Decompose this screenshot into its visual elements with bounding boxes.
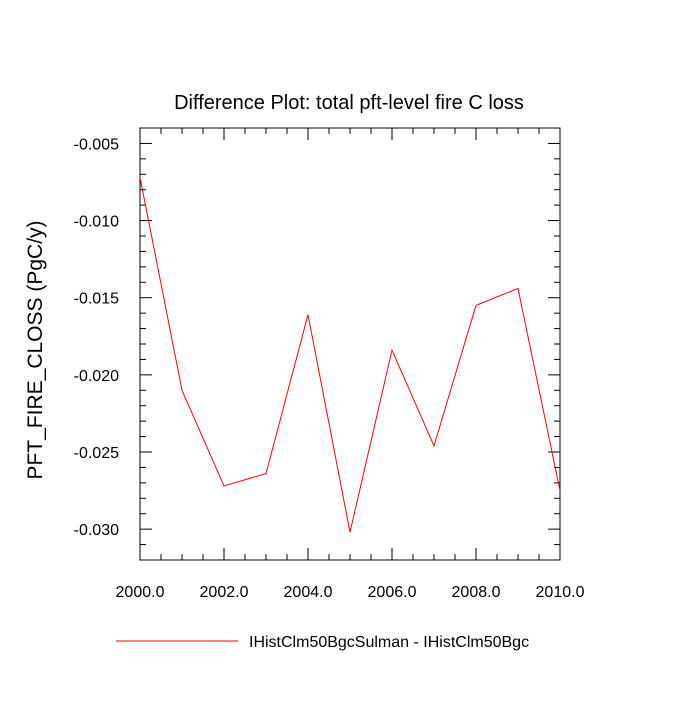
x-tick-label: 2000.0 xyxy=(116,584,165,601)
y-tick-label: -0.030 xyxy=(74,522,119,539)
x-tick-label: 2004.0 xyxy=(284,584,333,601)
y-tick-label: -0.015 xyxy=(74,291,119,308)
y-tick-label: -0.010 xyxy=(74,214,119,231)
series-line xyxy=(140,177,560,532)
legend: IHistClm50BgcSulman - IHistClm50Bgc xyxy=(116,634,529,651)
y-axis-label: PFT_FIRE_CLOSS (PgC/y) xyxy=(24,220,47,479)
x-tick-label: 2002.0 xyxy=(200,584,249,601)
chart-title: Difference Plot: total pft-level fire C … xyxy=(174,92,524,114)
x-tick-label: 2008.0 xyxy=(452,584,501,601)
plot-area: 2000.0 2002.0 2004.0 2006.0 2008.0 2010.0 -0.0… xyxy=(74,128,585,601)
legend-label: IHistClm50BgcSulman - IHistClm50Bgc xyxy=(249,634,529,651)
y-tick-label: -0.025 xyxy=(74,445,119,462)
y-tick-label: -0.020 xyxy=(74,368,119,385)
x-tick-label: 2006.0 xyxy=(368,584,417,601)
x-tick-label: 2010.0 xyxy=(536,584,585,601)
plot-frame xyxy=(140,128,560,560)
y-tick-label: -0.005 xyxy=(74,136,119,153)
